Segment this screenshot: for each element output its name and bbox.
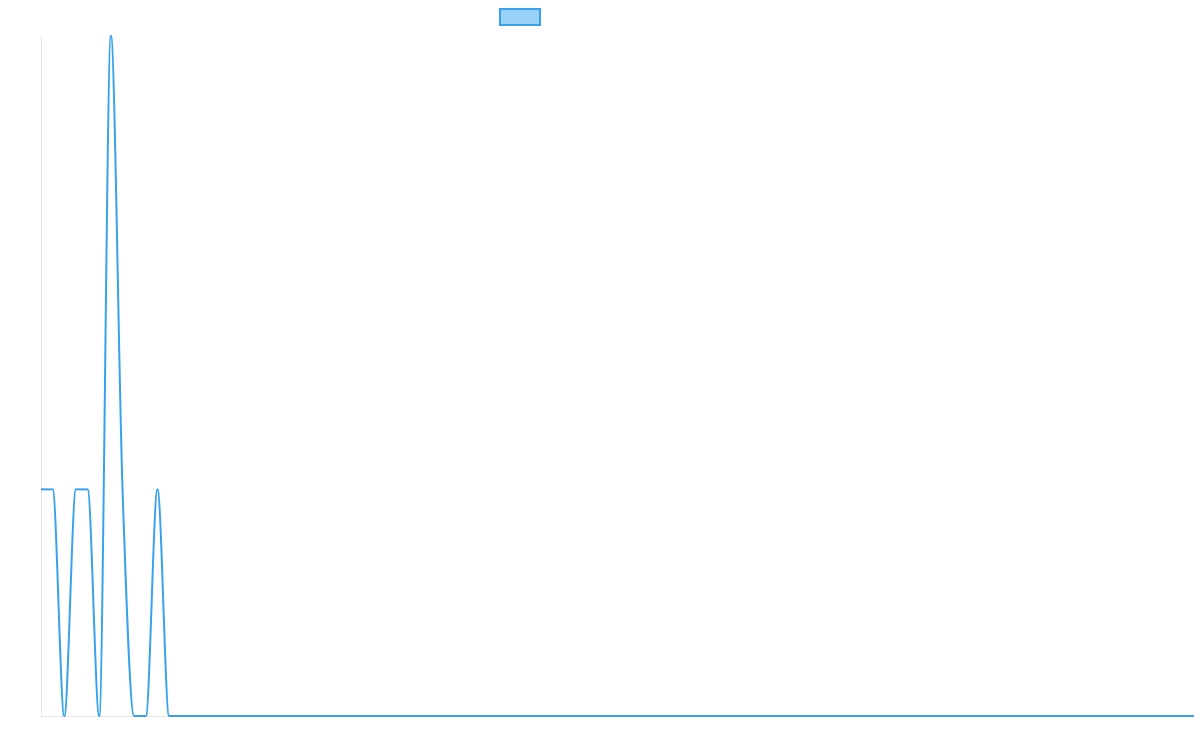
legend[interactable]: [499, 8, 541, 26]
legend-item[interactable]: [499, 8, 541, 26]
series-line-0: [41, 35, 1194, 717]
axes: [41, 36, 1194, 717]
legend-swatch: [499, 8, 541, 26]
series-layer: [41, 35, 1194, 717]
